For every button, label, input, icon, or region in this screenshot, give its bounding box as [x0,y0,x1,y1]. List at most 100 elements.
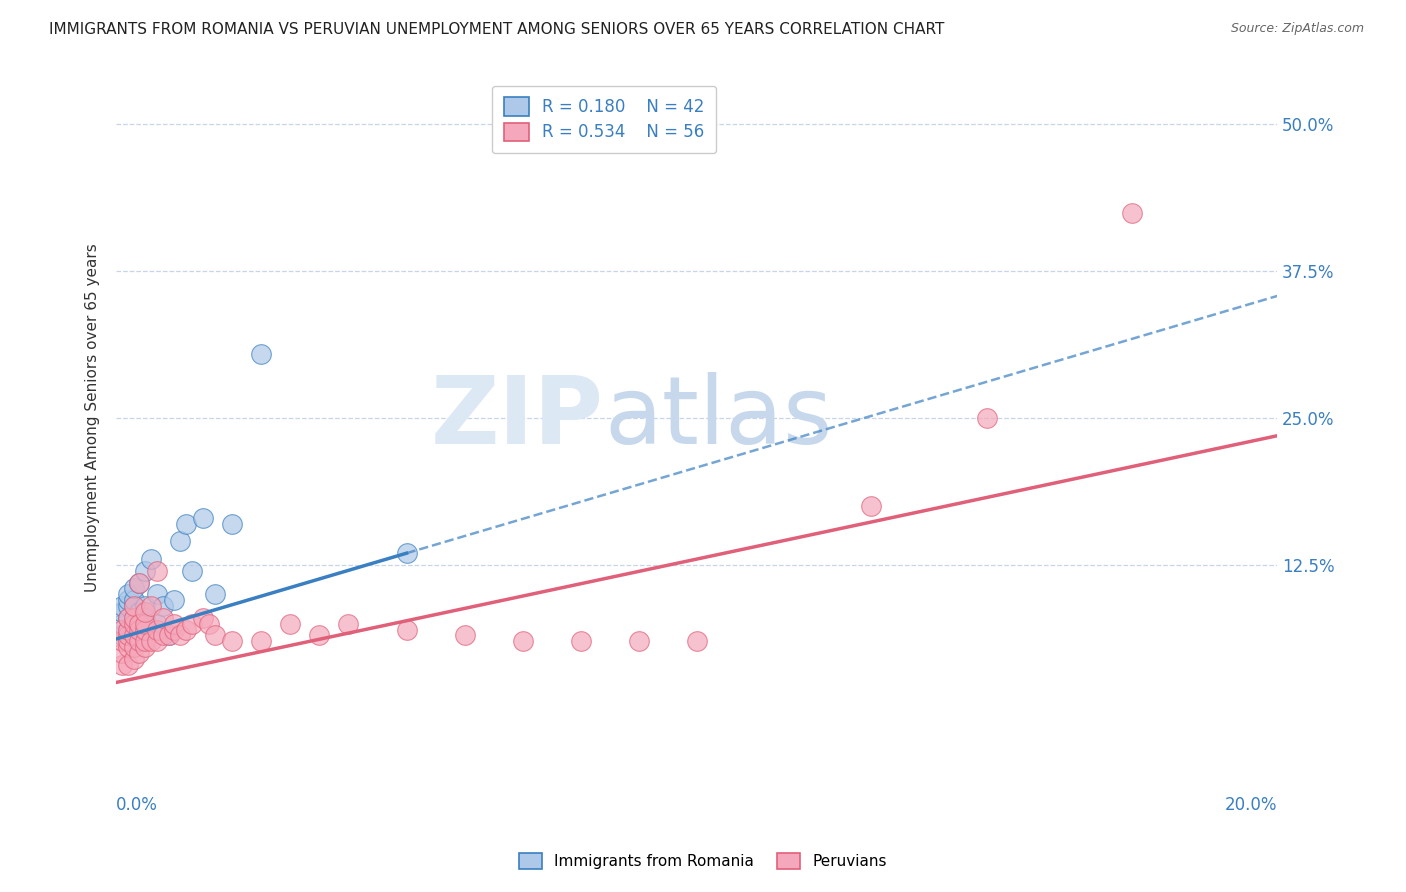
Point [198,616,221,631]
Point [128,605,150,619]
Point [122,640,145,655]
Point [250,634,273,648]
Point [122,616,145,631]
Point [122,628,145,642]
Point [122,582,145,596]
Point [152,599,174,613]
Point [204,628,226,642]
Point [134,623,156,637]
Point [859,500,882,514]
Point [169,628,191,642]
Point [111,605,134,619]
Y-axis label: Unemployment Among Seniors over 65 years: Unemployment Among Seniors over 65 years [86,244,100,592]
Point [221,516,243,531]
Point [117,599,139,613]
Point [180,616,202,631]
Point [134,640,156,655]
Point [139,552,162,566]
Point [128,646,150,660]
Point [157,628,180,642]
Point [204,587,226,601]
Point [111,646,134,660]
Point [128,575,150,590]
Point [146,616,169,631]
Point [512,634,534,648]
Point [152,628,174,642]
Point [117,623,139,637]
Point [163,623,186,637]
Point [221,634,243,648]
Point [111,657,134,672]
Point [122,599,145,613]
Point [117,628,139,642]
Point [134,599,156,613]
Point [569,634,592,648]
Point [122,634,145,648]
Point [174,516,197,531]
Point [122,599,145,613]
Point [308,628,330,642]
Point [128,634,150,648]
Point [169,534,191,549]
Point [280,616,302,631]
Point [128,616,150,631]
Point [111,623,134,637]
Point [122,616,145,631]
Point [128,616,150,631]
Point [395,546,418,560]
Point [111,616,134,631]
Point [134,605,156,619]
Point [139,599,162,613]
Point [117,640,139,655]
Point [146,564,169,578]
Point [111,599,134,613]
Point [117,628,139,642]
Point [122,623,145,637]
Point [163,593,186,607]
Point [146,587,169,601]
Point [122,628,145,642]
Point [117,634,139,648]
Point [157,628,180,642]
Point [395,623,418,637]
Legend: R = 0.180    N = 42, R = 0.534    N = 56: R = 0.180 N = 42, R = 0.534 N = 56 [492,86,716,153]
Point [180,564,202,578]
Point [686,634,709,648]
Text: 20.0%: 20.0% [1225,797,1277,814]
Point [152,611,174,625]
Point [146,634,169,648]
Point [163,616,186,631]
Point [139,623,162,637]
Point [128,623,150,637]
Point [193,511,215,525]
Point [117,587,139,601]
Point [134,634,156,648]
Point [111,634,134,648]
Point [117,623,139,637]
Point [122,652,145,666]
Point [139,634,162,648]
Point [146,623,169,637]
Text: IMMIGRANTS FROM ROMANIA VS PERUVIAN UNEMPLOYMENT AMONG SENIORS OVER 65 YEARS COR: IMMIGRANTS FROM ROMANIA VS PERUVIAN UNEM… [49,22,945,37]
Text: atlas: atlas [605,372,832,464]
Point [128,575,150,590]
Point [1121,205,1143,219]
Point [117,634,139,648]
Point [453,628,475,642]
Point [117,611,139,625]
Text: Source: ZipAtlas.com: Source: ZipAtlas.com [1230,22,1364,36]
Point [174,623,197,637]
Point [117,593,139,607]
Point [337,616,360,631]
Text: ZIP: ZIP [432,372,605,464]
Point [134,564,156,578]
Point [250,346,273,360]
Point [193,611,215,625]
Text: 0.0%: 0.0% [117,797,157,814]
Point [128,628,150,642]
Point [134,611,156,625]
Point [976,411,998,425]
Point [111,628,134,642]
Point [117,657,139,672]
Point [627,634,650,648]
